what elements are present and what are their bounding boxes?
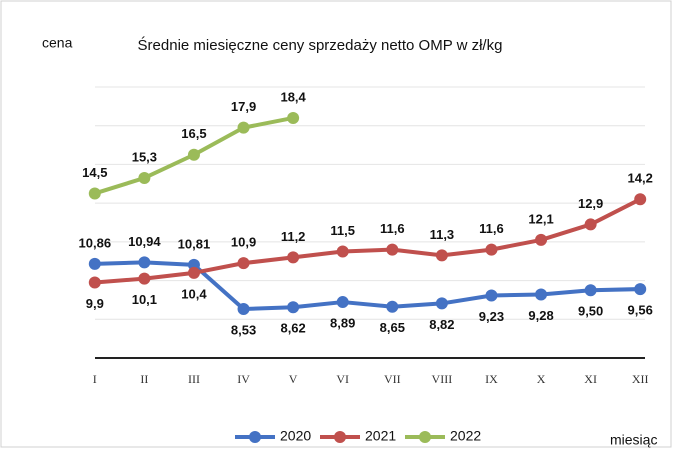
point (287, 111, 300, 124)
point (584, 218, 597, 231)
x-tick-label: X (537, 372, 546, 386)
point (287, 251, 300, 264)
series-line (94, 260, 641, 312)
data-label: 14,5 (82, 165, 107, 180)
point (138, 171, 151, 184)
data-label: 14,2 (628, 171, 653, 186)
data-label: 9,56 (628, 303, 653, 318)
y-axis-label: cena (42, 35, 73, 51)
point (584, 284, 597, 297)
point (634, 193, 647, 206)
data-label: 10,86 (79, 235, 112, 250)
x-tick-label: VIII (432, 372, 453, 386)
data-label: 11,6 (380, 221, 405, 236)
point (535, 288, 548, 301)
data-label: 16,5 (181, 126, 206, 141)
point (634, 283, 647, 296)
point (336, 296, 349, 309)
data-label: 8,89 (330, 315, 355, 330)
x-tick-label: VII (384, 372, 401, 386)
legend-label: 2022 (450, 428, 481, 444)
point (287, 301, 300, 314)
point (138, 256, 151, 269)
point (336, 245, 349, 258)
point (237, 121, 250, 134)
x-tick-label: VI (336, 372, 349, 386)
data-label: 10,4 (181, 286, 207, 301)
legend-label: 2021 (365, 428, 396, 444)
x-tick-label: II (140, 372, 148, 386)
point (88, 276, 101, 289)
legend-marker (334, 431, 346, 443)
point (187, 266, 200, 279)
point (485, 289, 498, 302)
point (187, 148, 200, 161)
point (88, 187, 101, 200)
data-label: 15,3 (132, 149, 157, 164)
x-tick-label: XI (584, 372, 597, 386)
chart-title: Średnie miesięczne ceny sprzedaży netto … (138, 36, 503, 54)
data-label: 9,28 (528, 308, 553, 323)
data-label: 11,6 (479, 221, 504, 236)
point (435, 297, 448, 310)
x-tick-label: IX (485, 372, 498, 386)
point (237, 257, 250, 270)
point (386, 243, 399, 256)
x-axis-label: miesiąc (610, 432, 657, 448)
data-label: 10,9 (231, 235, 256, 250)
x-tick-label: III (188, 372, 200, 386)
x-tick-label: IV (237, 372, 250, 386)
data-label: 10,94 (128, 234, 161, 249)
point (485, 243, 498, 256)
data-label: 9,23 (479, 309, 504, 324)
data-label: 8,62 (280, 321, 305, 336)
data-label: 11,2 (281, 229, 306, 244)
data-label: 9,9 (86, 296, 104, 311)
point (535, 233, 548, 246)
point (88, 257, 101, 270)
x-tick-label: I (93, 372, 97, 386)
legend-marker (419, 431, 431, 443)
x-tick-label: V (289, 372, 298, 386)
point (237, 303, 250, 316)
data-label: 18,4 (280, 89, 306, 104)
chart-frame (0, 0, 672, 448)
data-label: 10,81 (178, 236, 211, 251)
data-label: 11,5 (330, 223, 355, 238)
legend-marker (249, 431, 261, 443)
data-label: 12,9 (578, 196, 603, 211)
data-label: 8,53 (231, 322, 256, 337)
data-label: 9,50 (578, 304, 603, 319)
data-label: 10,1 (132, 292, 157, 307)
point (435, 249, 448, 262)
data-label: 8,65 (380, 320, 405, 335)
data-label: 12,1 (528, 211, 553, 226)
data-label: 11,3 (430, 227, 455, 242)
series-line (94, 197, 642, 285)
data-label: 17,9 (231, 99, 256, 114)
point (386, 300, 399, 313)
x-tick-label: XII (632, 372, 649, 386)
point (138, 272, 151, 285)
data-label: 8,82 (429, 317, 454, 332)
legend-label: 2020 (280, 428, 311, 444)
